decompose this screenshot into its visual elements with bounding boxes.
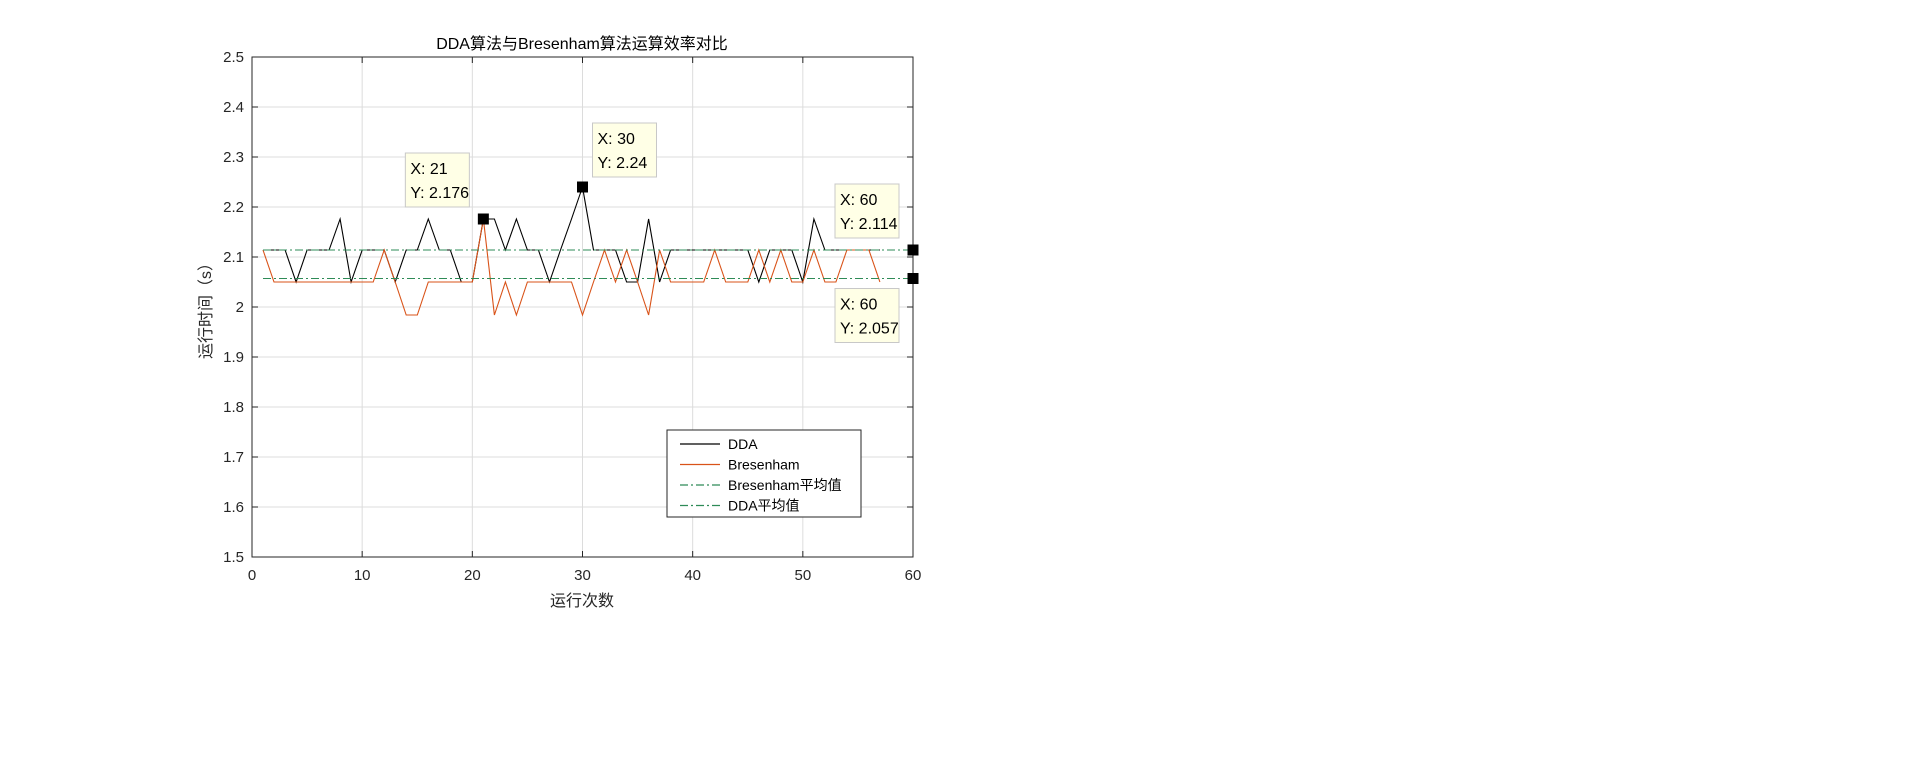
y-tick-label: 1.9 [223, 349, 244, 366]
datatip-y-text: Y: 2.114 [840, 216, 898, 233]
datatip-x-text: X: 21 [410, 161, 447, 178]
datatip-box [834, 288, 900, 343]
datatip-x-text: X: 60 [840, 297, 877, 314]
y-tick-label: 1.8 [223, 399, 244, 416]
datatip-x-text: X: 30 [598, 131, 635, 148]
y-tick-label: 2.2 [223, 199, 244, 216]
x-tick-label: 0 [248, 567, 256, 584]
datatip-y-text: Y: 2.24 [598, 155, 648, 172]
legend-label: Bresenham [728, 457, 800, 473]
legend-label: DDA平均值 [728, 498, 800, 514]
datatip-marker[interactable] [907, 244, 919, 256]
y-tick-label: 2.1 [223, 249, 244, 266]
y-tick-label: 2.3 [223, 149, 244, 166]
x-tick-label: 50 [794, 567, 811, 584]
x-tick-label: 10 [354, 567, 371, 584]
datatip-x-text: X: 60 [840, 192, 877, 209]
legend-label: DDA [728, 436, 758, 452]
datatip-box [592, 122, 657, 178]
datatip-marker[interactable] [577, 181, 588, 193]
x-axis-label: 运行次数 [550, 592, 614, 610]
y-axis-label: 运行时间（s） [197, 255, 215, 359]
legend: DDA Bresenham Bresenham平均值 DDA平均值 [666, 429, 862, 518]
datatip-y-text: Y: 2.176 [410, 185, 469, 202]
x-tick-label: 20 [464, 567, 481, 584]
y-tick-label: 2.5 [223, 49, 244, 66]
y-tick-label: 1.5 [223, 549, 244, 566]
y-tick-label: 2 [236, 299, 244, 316]
axis-ticks: 0 10 20 30 40 50 60 1.5 1.6 1.7 1.8 1.9 2 2.1 2.2 2.3 2.… [223, 49, 921, 584]
datatip-y-text: Y: 2.057 [840, 321, 899, 338]
x-tick-label: 30 [574, 567, 591, 584]
series-line-1 [262, 218, 881, 317]
series-layer [262, 186, 913, 317]
chart-title: DDA算法与Bresenham算法运算效率对比 [436, 34, 728, 53]
y-tick-label: 2.4 [223, 99, 244, 116]
datatip-box [834, 183, 900, 239]
datatip-marker[interactable] [907, 273, 919, 284]
x-tick-label: 40 [684, 567, 701, 584]
y-tick-label: 1.7 [223, 449, 244, 466]
x-tick-label: 60 [905, 567, 922, 584]
y-tick-label: 1.6 [223, 499, 244, 516]
datatip-box [404, 152, 470, 208]
legend-label: Bresenham平均值 [728, 477, 842, 493]
datatip-marker[interactable] [477, 213, 489, 225]
datatips-layer: X: 21 Y: 2.176 X: 30 Y: 2.24 X: 60 Y: 2.114 X:… [404, 122, 919, 343]
